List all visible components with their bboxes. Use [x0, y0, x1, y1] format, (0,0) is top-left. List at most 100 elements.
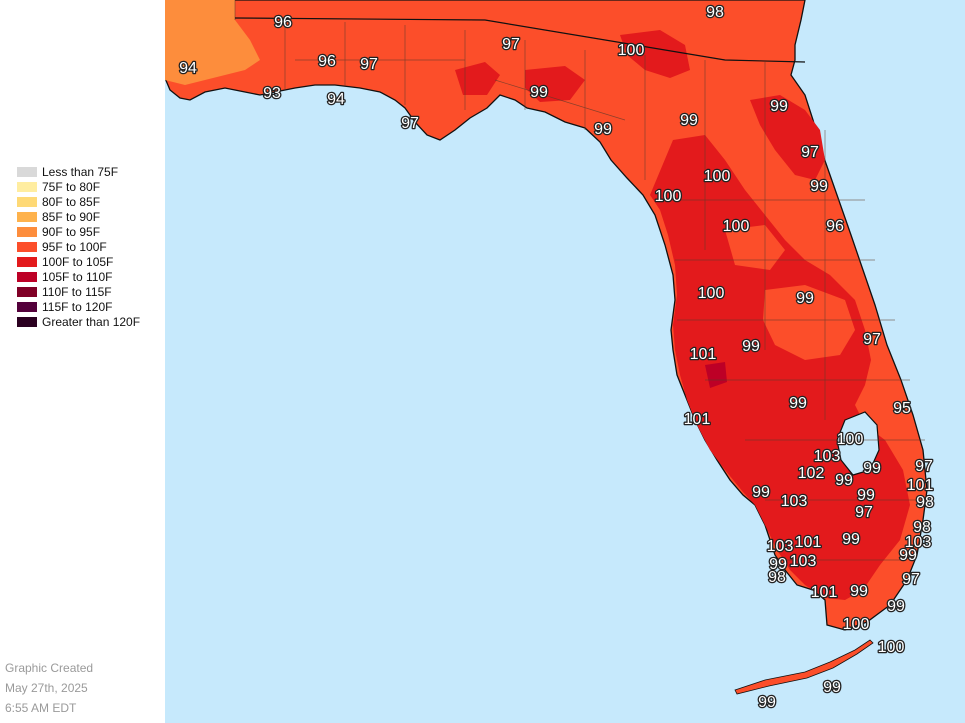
legend-item: Less than 75F	[17, 164, 140, 179]
temperature-label: 97	[801, 144, 819, 161]
legend-label: 75F to 80F	[42, 179, 101, 194]
temperature-label: 99	[857, 487, 875, 504]
legend-swatch	[17, 241, 37, 252]
legend-swatch	[17, 196, 37, 207]
temperature-label: 97	[401, 115, 419, 132]
legend-swatch	[17, 166, 37, 177]
legend-item: 110F to 115F	[17, 284, 140, 299]
temperature-label: 99	[810, 178, 828, 195]
temperature-label: 99	[769, 556, 787, 573]
temperature-label: 101	[690, 346, 717, 363]
temperature-label: 99	[530, 84, 548, 101]
caption-line-3: 6:55 AM EDT	[5, 701, 77, 715]
temperature-label: 103	[814, 448, 841, 465]
temperature-label: 99	[752, 484, 770, 501]
legend-swatch	[17, 256, 37, 267]
legend-item: 80F to 85F	[17, 194, 140, 209]
legend-item: 90F to 95F	[17, 224, 140, 239]
temperature-label: 101	[907, 477, 934, 494]
temperature-label: 100	[837, 431, 864, 448]
heat-zone-5	[525, 66, 585, 102]
temperature-label: 100	[655, 188, 682, 205]
temperature-label: 100	[723, 218, 750, 235]
legend: Less than 75F 75F to 80F 80F to 85F 85F to …	[17, 164, 140, 329]
legend-label: 85F to 90F	[42, 209, 101, 224]
temperature-label: 101	[811, 584, 838, 601]
legend-item: 95F to 100F	[17, 239, 140, 254]
heat-zone-4	[455, 62, 500, 95]
temperature-label: 103	[767, 538, 794, 555]
legend-label: 80F to 85F	[42, 194, 101, 209]
temperature-label: 99	[823, 679, 841, 696]
legend-swatch	[17, 211, 37, 222]
legend-panel: Less than 75F 75F to 80F 80F to 85F 85F to …	[0, 0, 165, 723]
temperature-label: 94	[179, 60, 197, 77]
temperature-label: 103	[790, 553, 817, 570]
temperature-label: 103	[781, 493, 808, 510]
heat-zone-6	[705, 362, 727, 388]
heat-zone-3	[620, 30, 690, 78]
legend-label: 90F to 95F	[42, 224, 101, 239]
graphic-created-caption: Graphic Created May 27th, 2025 6:55 AM E…	[5, 658, 93, 718]
temperature-label: 94	[327, 91, 345, 108]
heat-zone-1	[650, 135, 910, 600]
temperature-label: 101	[795, 534, 822, 551]
georgia-border	[234, 17, 806, 63]
temperature-label: 97	[915, 458, 933, 475]
temperature-label: 99	[758, 694, 776, 711]
temperature-label: 99	[842, 531, 860, 548]
temperature-label: 100	[843, 616, 870, 633]
temperature-label: 100	[878, 639, 905, 656]
legend-label: 110F to 115F	[42, 284, 112, 299]
legend-item: 100F to 105F	[17, 254, 140, 269]
temperature-label: 97	[902, 571, 920, 588]
legend-swatch	[17, 271, 37, 282]
cooler-zone-1	[763, 285, 855, 360]
temperature-label: 99	[594, 121, 612, 138]
legend-swatch	[17, 226, 37, 237]
temperature-label: 99	[887, 598, 905, 615]
temperature-label: 97	[863, 331, 881, 348]
temperature-label: 99	[796, 290, 814, 307]
legend-swatch	[17, 301, 37, 312]
florida-keys	[734, 639, 874, 695]
temperature-label: 99	[680, 112, 698, 129]
alabama-coast	[165, 0, 260, 85]
temperature-label: 98	[706, 4, 724, 21]
temperature-label: 96	[318, 53, 336, 70]
temperature-label: 102	[798, 465, 825, 482]
heat-index-map: 96 98 97 100 94 96 97 93 94 99 97 99 99 99 97 100 99 100 1…	[165, 0, 965, 723]
legend-item: 85F to 90F	[17, 209, 140, 224]
temperature-label: 99	[770, 98, 788, 115]
temperature-label: 96	[274, 14, 292, 31]
temperature-label: 99	[899, 547, 917, 564]
legend-item: Greater than 120F	[17, 314, 140, 329]
temperature-label: 97	[855, 504, 873, 521]
temperature-label: 99	[863, 460, 881, 477]
temperature-label: 95	[893, 400, 911, 417]
heat-zone-2	[750, 95, 825, 180]
legend-swatch	[17, 286, 37, 297]
legend-label: Greater than 120F	[42, 314, 141, 329]
temperature-label: 96	[826, 218, 844, 235]
legend-label: 95F to 100F	[42, 239, 107, 254]
temperature-label: 99	[835, 472, 853, 489]
legend-swatch	[17, 181, 37, 192]
lake-okeechobee	[836, 411, 880, 476]
legend-label: 115F to 120F	[42, 299, 113, 314]
temperature-label: 98	[916, 494, 934, 511]
temperature-label: 97	[360, 56, 378, 73]
temperature-label: 99	[850, 583, 868, 600]
cooler-zone-2	[725, 225, 785, 270]
legend-item: 105F to 110F	[17, 269, 140, 284]
temperature-label: 93	[263, 85, 281, 102]
legend-label: 100F to 105F	[42, 254, 114, 269]
legend-label: Less than 75F	[42, 164, 119, 179]
temperature-label: 98	[768, 569, 786, 586]
legend-item: 75F to 80F	[17, 179, 140, 194]
temperature-label: 99	[789, 395, 807, 412]
caption-line-1: Graphic Created	[5, 661, 94, 675]
legend-label: 105F to 110F	[42, 269, 113, 284]
